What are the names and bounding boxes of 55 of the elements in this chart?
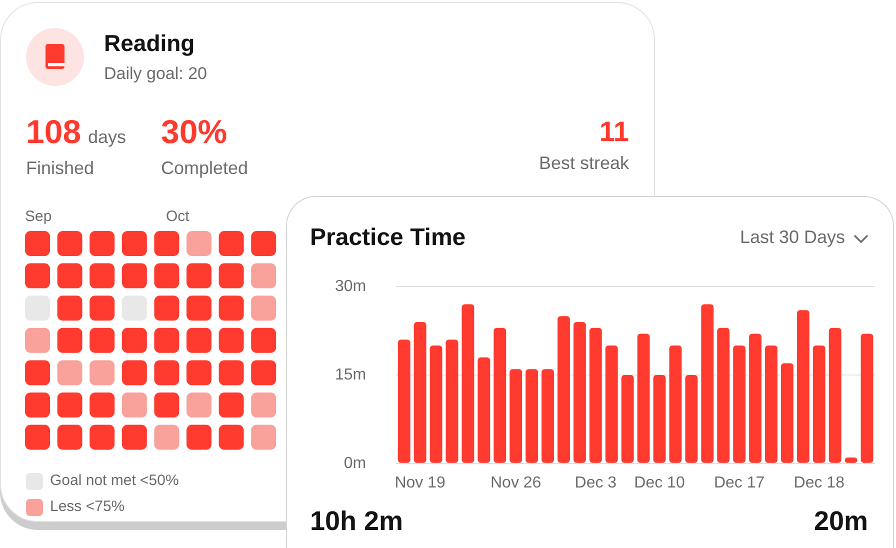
text: 20m xyxy=(814,506,868,538)
bar xyxy=(733,346,746,463)
x-tick-label: Dec 18 xyxy=(794,474,845,492)
bar xyxy=(860,334,874,463)
y-tick-label: 30m xyxy=(335,278,366,296)
x-tick-label: Dec 3 xyxy=(574,474,617,492)
text: Oct xyxy=(166,208,190,226)
bar xyxy=(796,310,810,463)
chart-title: Practice Time xyxy=(310,224,466,252)
bar xyxy=(526,369,538,463)
bar xyxy=(462,304,474,463)
text: Goal not met <50% xyxy=(50,472,179,490)
bar xyxy=(812,346,826,463)
bar xyxy=(494,328,506,463)
text: 10h 2m xyxy=(310,506,404,538)
text: Reading xyxy=(104,30,195,56)
bar xyxy=(542,369,554,463)
text: 30% xyxy=(161,113,228,151)
bar xyxy=(653,375,666,463)
bar xyxy=(669,346,682,463)
bar xyxy=(478,357,490,463)
text: 108 xyxy=(26,113,82,151)
bar xyxy=(717,328,730,463)
chart-subtitle: Last 30 Days xyxy=(740,227,845,248)
text: Finished xyxy=(26,158,94,179)
y-tick-label: 15m xyxy=(335,366,366,384)
x-tick-label: Nov 19 xyxy=(394,474,446,492)
x-tick-label: Nov 26 xyxy=(490,474,542,492)
bar xyxy=(621,375,634,463)
x-tick-label: Dec 17 xyxy=(714,474,765,492)
bar xyxy=(589,328,602,463)
bar xyxy=(749,334,762,463)
text: Best streak xyxy=(538,153,629,174)
bar xyxy=(430,346,442,463)
bar xyxy=(605,346,618,463)
bar xyxy=(685,375,698,463)
bar xyxy=(637,334,650,463)
text: days xyxy=(88,127,126,148)
bar xyxy=(573,322,586,463)
bar xyxy=(828,328,842,463)
bar xyxy=(765,346,778,463)
bar xyxy=(414,322,426,463)
bar xyxy=(398,340,410,463)
bar xyxy=(446,340,458,463)
text: 11 xyxy=(599,116,629,148)
text: Daily goal: 20 xyxy=(104,64,208,84)
bar xyxy=(558,316,570,463)
bar xyxy=(510,369,522,463)
x-tick-label: Dec 10 xyxy=(634,474,685,492)
text: Less <75% xyxy=(50,498,125,516)
bar xyxy=(780,363,794,463)
text: Completed xyxy=(161,158,248,179)
bar xyxy=(701,304,714,463)
y-tick-label: 0m xyxy=(344,454,366,472)
text: Sep xyxy=(25,208,52,226)
